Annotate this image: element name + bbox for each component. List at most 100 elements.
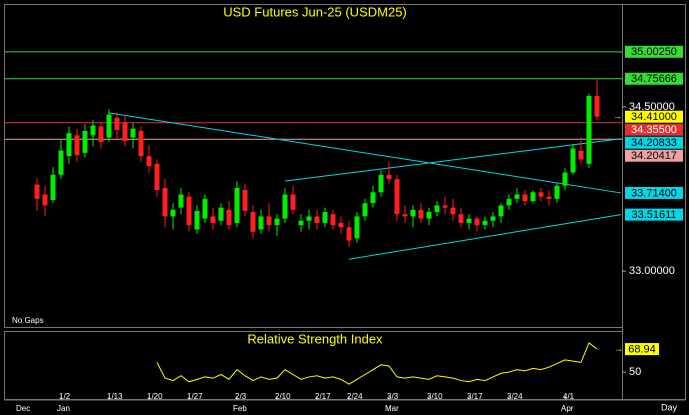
candle-body <box>498 205 504 217</box>
candle-body <box>258 216 264 230</box>
candle-body <box>234 187 240 223</box>
candle-body <box>402 214 408 217</box>
x-tick-label: 3/10 <box>427 392 443 401</box>
rsi-title: Relative Strength Index <box>247 331 383 346</box>
candle-body <box>594 95 600 117</box>
candle-body <box>522 194 528 202</box>
candle-body <box>410 209 416 217</box>
candle-body <box>578 150 584 160</box>
candle-body <box>282 194 288 219</box>
interval: Day <box>661 402 678 412</box>
candle-body <box>42 194 48 206</box>
candle-body <box>354 216 360 239</box>
candle-body <box>162 187 168 217</box>
x-tick-label: 1/13 <box>107 392 123 401</box>
candle-body <box>82 130 88 153</box>
candle-body <box>442 205 448 208</box>
candle-body <box>378 174 384 193</box>
rsi-line <box>156 342 598 385</box>
last-value-label: 68.94 <box>628 343 656 355</box>
candle-body <box>426 212 432 219</box>
candle-body <box>266 216 272 226</box>
x-tick-label: 3/3 <box>387 392 399 401</box>
candle-body <box>386 174 392 180</box>
candle-body <box>58 150 64 175</box>
candle-body <box>562 172 568 186</box>
candle-body <box>250 212 256 232</box>
candle-body <box>370 192 376 204</box>
x-tick-label: 3/24 <box>507 392 523 401</box>
candle-body <box>170 209 176 217</box>
candle-body <box>106 114 112 138</box>
price-label-box <box>625 136 683 149</box>
x-tick-label: 1/2 <box>59 392 71 401</box>
price-label-box <box>625 72 683 85</box>
candle-body <box>450 207 456 215</box>
y-tick-label: 34.50000 <box>629 101 675 113</box>
price-label: 34.41000 <box>631 111 677 123</box>
candle-body <box>202 198 208 219</box>
x-tick-label: 2/17 <box>315 392 331 401</box>
candle-body <box>306 216 312 221</box>
candle-body <box>90 125 96 136</box>
candle-body <box>274 218 280 226</box>
candle-body <box>330 214 336 226</box>
candle-body <box>514 194 520 199</box>
price-label-box <box>625 208 683 221</box>
candle-body <box>130 128 136 138</box>
candle-body <box>154 163 160 191</box>
price-label: 34.20833 <box>631 137 677 149</box>
candle-body <box>394 179 400 215</box>
price-label: 33.51611 <box>631 209 676 221</box>
candle-body <box>554 185 560 199</box>
x-tick-label: 4/1 <box>563 392 575 401</box>
candle-body <box>98 126 104 142</box>
y-tick-label: 50 <box>629 366 641 378</box>
x-tick-label: 2/10 <box>275 392 291 401</box>
month-label: Mar <box>385 404 399 413</box>
x-tick-label: 3/17 <box>467 392 483 401</box>
candle-body <box>586 95 592 164</box>
trendline <box>108 112 622 194</box>
note: No Gaps <box>12 316 44 325</box>
price-label: 34.35500 <box>631 124 677 136</box>
candle-body <box>34 184 40 199</box>
candle-body <box>418 209 424 219</box>
trendline <box>284 138 622 182</box>
candle-body <box>322 212 328 223</box>
y-tick-label: 33.00000 <box>629 265 675 277</box>
x-tick-label: 2/3 <box>235 392 247 401</box>
month-label: Dec <box>16 404 30 413</box>
price-label: 35.00250 <box>631 46 677 58</box>
candle-body <box>74 135 80 156</box>
candle-body <box>506 198 512 206</box>
price-label: 34.75666 <box>631 73 677 85</box>
month-label: Feb <box>233 404 247 413</box>
price-label-box <box>625 186 683 199</box>
x-tick-label: 1/20 <box>147 392 163 401</box>
candle-body <box>50 174 56 200</box>
price-label: 33.71400 <box>631 187 677 199</box>
candle-body <box>466 218 472 223</box>
price-label-box <box>625 149 683 162</box>
candle-body <box>290 194 296 210</box>
candle-body <box>434 205 440 212</box>
candle-body <box>218 207 224 221</box>
last-value-box <box>625 343 659 356</box>
candle-body <box>458 214 464 223</box>
candle-body <box>346 227 352 241</box>
candle-body <box>66 133 72 157</box>
candle-body <box>242 190 248 211</box>
candle-body <box>138 130 144 157</box>
candle-body <box>178 194 184 208</box>
candle-body <box>490 216 496 221</box>
candle-body <box>186 196 192 226</box>
candle-body <box>314 216 320 223</box>
candle-body <box>474 218 480 226</box>
candle-body <box>530 192 536 202</box>
last-value-arrow: → <box>614 343 623 353</box>
month-label: Jan <box>57 404 70 413</box>
candle-body <box>194 210 200 230</box>
